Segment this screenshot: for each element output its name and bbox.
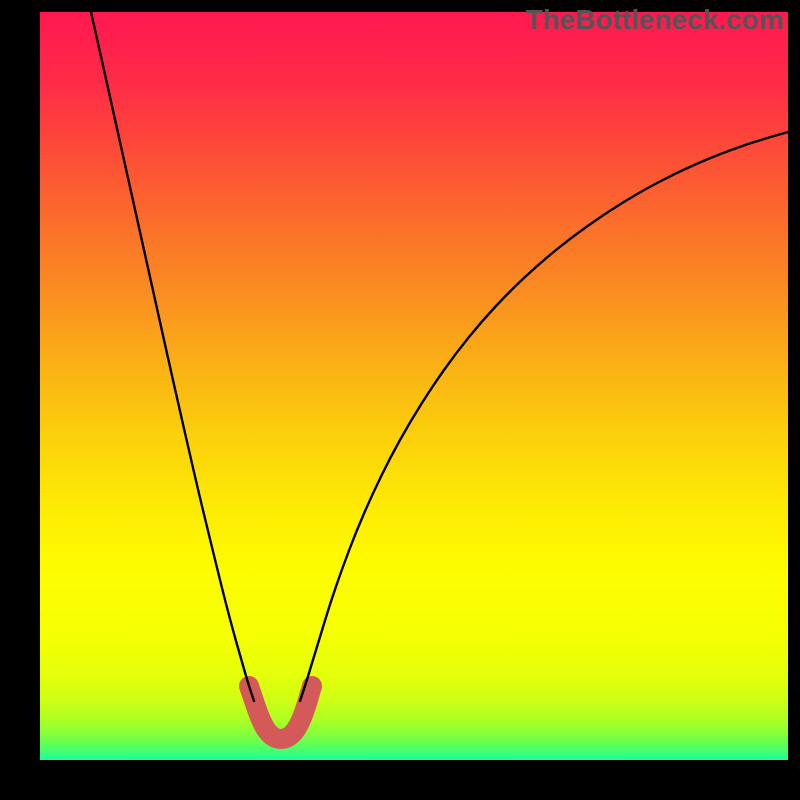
heatmap-background (40, 12, 788, 760)
chart-svg (40, 12, 788, 760)
plot-area (40, 12, 788, 760)
watermark-text: TheBottleneck.com (526, 4, 784, 36)
